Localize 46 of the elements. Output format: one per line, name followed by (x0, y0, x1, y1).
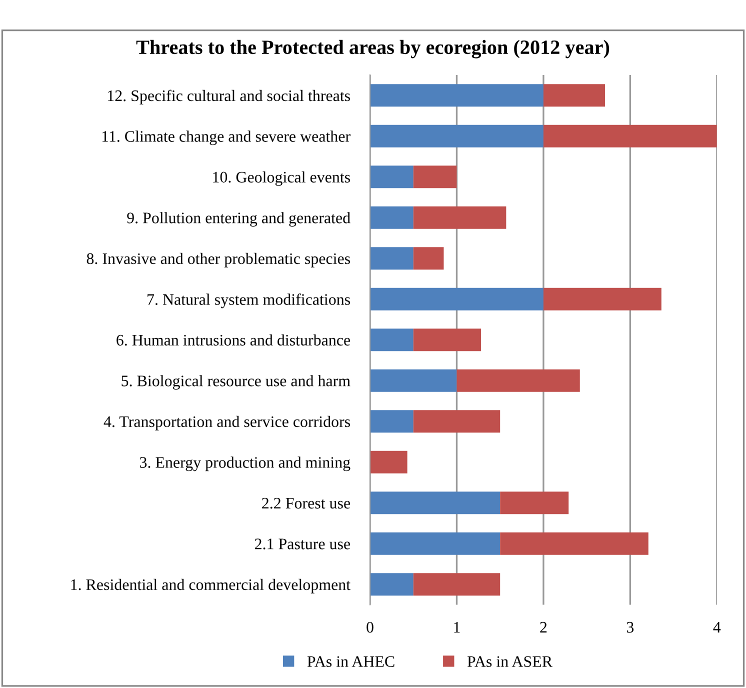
y-tick-label: 12. Specific cultural and social threats (108, 90, 350, 104)
y-tick-label: 2.1 Pasture use (255, 538, 350, 550)
x-tick-label: 1 (454, 622, 460, 632)
bar (370, 573, 414, 596)
bar (413, 206, 506, 229)
chart-title: Threats to the Protected areas by ecoregion (2012 year) (136, 40, 610, 58)
bar (413, 410, 500, 433)
bar (370, 450, 408, 474)
bar (456, 369, 580, 392)
y-tick-label: 3. Energy production and mining (140, 456, 350, 472)
bar (500, 532, 648, 555)
x-tick-label: 2 (540, 622, 547, 632)
legend-label: PAs in AHEC (307, 656, 394, 667)
y-tick-label: 10. Geological events (213, 171, 350, 186)
x-tick-label: 0 (366, 622, 374, 633)
bar (370, 328, 414, 352)
bar (543, 288, 662, 310)
x-tick-label: 3 (626, 622, 634, 633)
bar (370, 288, 544, 310)
y-tick-label: 2.2 Forest use (262, 498, 350, 509)
bar (413, 166, 457, 188)
bar (370, 247, 414, 270)
bar (370, 124, 544, 148)
y-tick-label: 6. Human intrusions and disturbance (116, 334, 350, 346)
bar (413, 328, 482, 352)
bar (370, 369, 457, 392)
bar (370, 532, 500, 555)
bar (413, 573, 500, 596)
bar (370, 492, 500, 514)
y-tick-label: 4. Transportation and service corridors (104, 416, 350, 430)
x-tick-label: 4 (713, 622, 721, 632)
bar (500, 492, 569, 514)
y-tick-label: 7. Natural system modifications (148, 294, 350, 308)
bar (370, 410, 414, 433)
bar (413, 247, 444, 270)
bar (543, 124, 717, 148)
bar (370, 206, 414, 229)
y-tick-label: 5. Biological resource use and harm (122, 375, 350, 390)
legend-label: PAs in ASER (467, 656, 553, 667)
bar (543, 84, 606, 107)
bar (370, 84, 544, 107)
y-tick-label: 1. Residential and commercial development (71, 578, 350, 594)
y-tick-label: 8. Invasive and other problematic species (86, 252, 350, 268)
y-tick-label: 11. Climate change and severe weather (102, 130, 350, 146)
y-tick-label: 9. Pollution entering and generated (127, 212, 350, 227)
bar (370, 166, 414, 188)
